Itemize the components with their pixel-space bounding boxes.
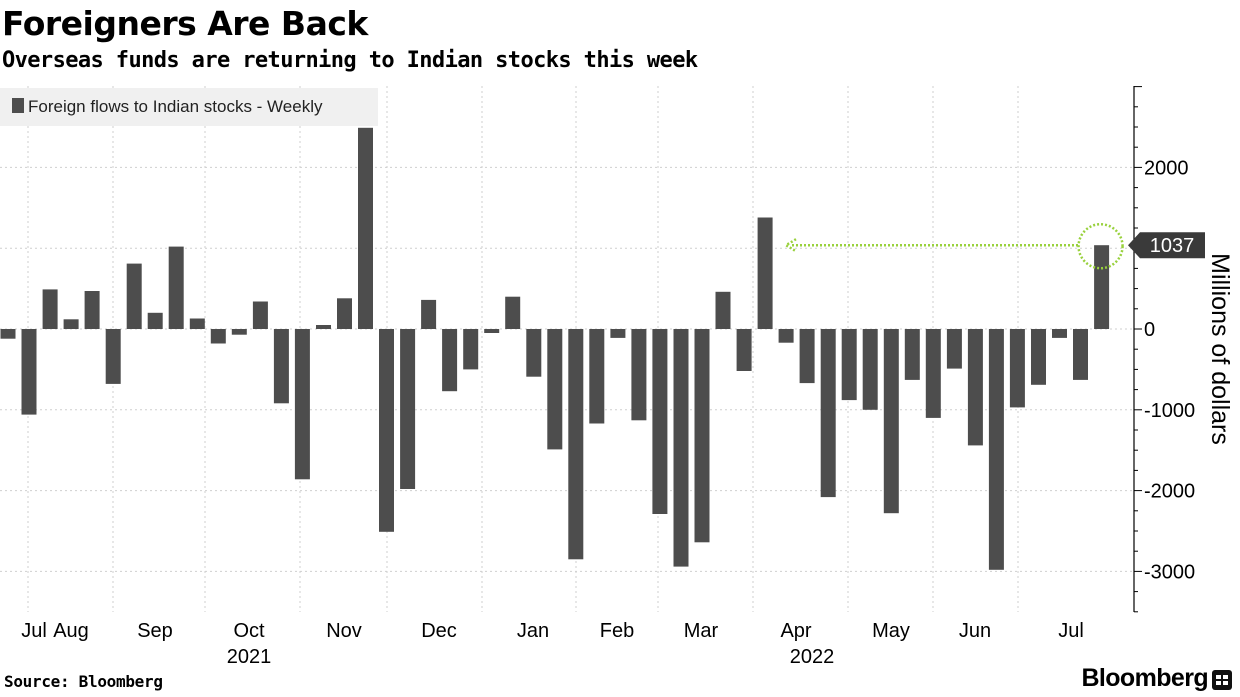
- chart-title: Foreigners Are Back: [2, 4, 368, 43]
- bar: [841, 329, 857, 401]
- bar: [358, 127, 373, 329]
- x-tick-label: Jan: [517, 620, 549, 642]
- bar: [168, 246, 184, 329]
- legend-box: [0, 88, 378, 126]
- bar: [715, 291, 731, 329]
- bar: [147, 312, 163, 329]
- bar: [820, 329, 836, 498]
- bar: [379, 329, 394, 532]
- bar: [757, 217, 773, 329]
- x-tick-label: Dec: [421, 620, 457, 642]
- bar: [778, 329, 794, 343]
- source-note: Source: Bloomberg: [4, 672, 163, 691]
- y-axis: -3000-2000-1000010002000Millions of doll…: [1128, 86, 1234, 613]
- bar: [589, 329, 605, 424]
- bar: [883, 329, 899, 514]
- bar: [925, 329, 941, 418]
- y-tick-label: -2000: [1144, 481, 1195, 503]
- bar: [294, 329, 310, 480]
- annotation-circle: [1077, 222, 1124, 270]
- bar: [904, 329, 920, 380]
- y-tick-label: -1000: [1144, 400, 1195, 422]
- bar: [210, 329, 226, 344]
- bar: [652, 329, 668, 514]
- chart-subtitle: Overseas funds are returning to Indian s…: [2, 48, 698, 73]
- x-tick-label: Jun: [959, 620, 991, 642]
- brand-logo: Bloomberg: [1081, 664, 1208, 692]
- annotation: [783, 222, 1124, 270]
- x-tick-label: Feb: [600, 620, 634, 642]
- y-tick-label: -3000: [1144, 561, 1195, 583]
- bar: [400, 329, 416, 489]
- bar: [568, 329, 584, 560]
- legend: Foreign flows to Indian stocks - Weekly: [0, 88, 378, 126]
- bar: [799, 329, 815, 384]
- x-tick-label: Oct: [233, 620, 265, 642]
- bar: [126, 263, 142, 329]
- legend-label: Foreign flows to Indian stocks - Weekly: [28, 97, 323, 116]
- bloomberg-terminal-icon: [1212, 670, 1232, 690]
- value-callout: [1128, 232, 1205, 259]
- x-tick-label: Mar: [684, 620, 719, 642]
- value-callout-label: 1037: [1150, 235, 1195, 257]
- bar: [967, 329, 983, 446]
- x-year-label: 2021: [227, 646, 272, 668]
- x-tick-label: Jul: [1058, 620, 1084, 642]
- bar: [526, 329, 542, 377]
- bar: [1073, 329, 1088, 380]
- bar: [505, 296, 521, 329]
- x-axis: Jul Aug Sep Oct Nov Dec Jan Feb Mar Apr May Jun Jul 2…: [21, 620, 1084, 668]
- bar: [337, 298, 352, 329]
- bar: [1094, 245, 1110, 329]
- bar: [862, 329, 878, 410]
- y-tick-label: 0: [1144, 319, 1155, 341]
- x-year-label: 2022: [790, 646, 835, 668]
- bar: [442, 329, 458, 392]
- annotation-arrow-head: [783, 238, 797, 253]
- bar: [189, 318, 205, 329]
- legend-swatch: [12, 98, 24, 113]
- x-tick-label: May: [872, 620, 910, 642]
- x-tick-label: Apr: [780, 620, 811, 642]
- grid-lines: [0, 86, 1134, 612]
- y-tick-label: 2000: [1144, 157, 1189, 179]
- x-tick-label: Nov: [326, 620, 362, 642]
- bar: [631, 329, 647, 421]
- bar: [421, 299, 437, 329]
- bar: [316, 325, 331, 329]
- bar: [610, 329, 626, 338]
- bar: [63, 319, 79, 329]
- bar: [252, 301, 268, 329]
- x-tick-label: Sep: [137, 620, 173, 642]
- bar: [673, 329, 689, 567]
- bar: [694, 329, 710, 543]
- bar: [484, 329, 500, 333]
- bar: [42, 289, 58, 329]
- bar: [946, 329, 962, 369]
- bar: [84, 291, 100, 329]
- bar: [0, 329, 16, 339]
- bar: [736, 329, 752, 371]
- bar: [1052, 329, 1067, 338]
- bar: [231, 329, 247, 335]
- x-tick-label: Jul: [21, 620, 47, 642]
- y-axis-title: Millions of dollars: [1206, 253, 1234, 445]
- bars: [0, 127, 1110, 570]
- bar: [547, 329, 563, 450]
- bar: [1009, 329, 1025, 408]
- bar: [1031, 329, 1046, 385]
- bar: [273, 329, 289, 404]
- bar: [463, 329, 479, 370]
- bar: [988, 329, 1004, 570]
- x-tick-label: Aug: [53, 620, 89, 642]
- bar: [105, 329, 121, 384]
- bar: [21, 329, 37, 415]
